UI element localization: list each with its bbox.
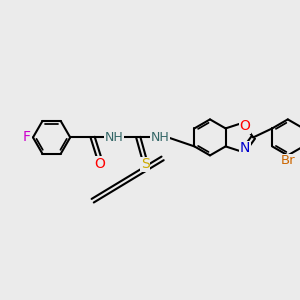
Text: O: O (240, 119, 250, 134)
Text: NH: NH (105, 130, 124, 144)
Text: N: N (240, 141, 250, 155)
Text: F: F (22, 130, 30, 144)
Text: Br: Br (280, 154, 295, 167)
Text: S: S (141, 158, 150, 171)
Text: O: O (94, 157, 105, 171)
Text: NH: NH (151, 130, 169, 144)
